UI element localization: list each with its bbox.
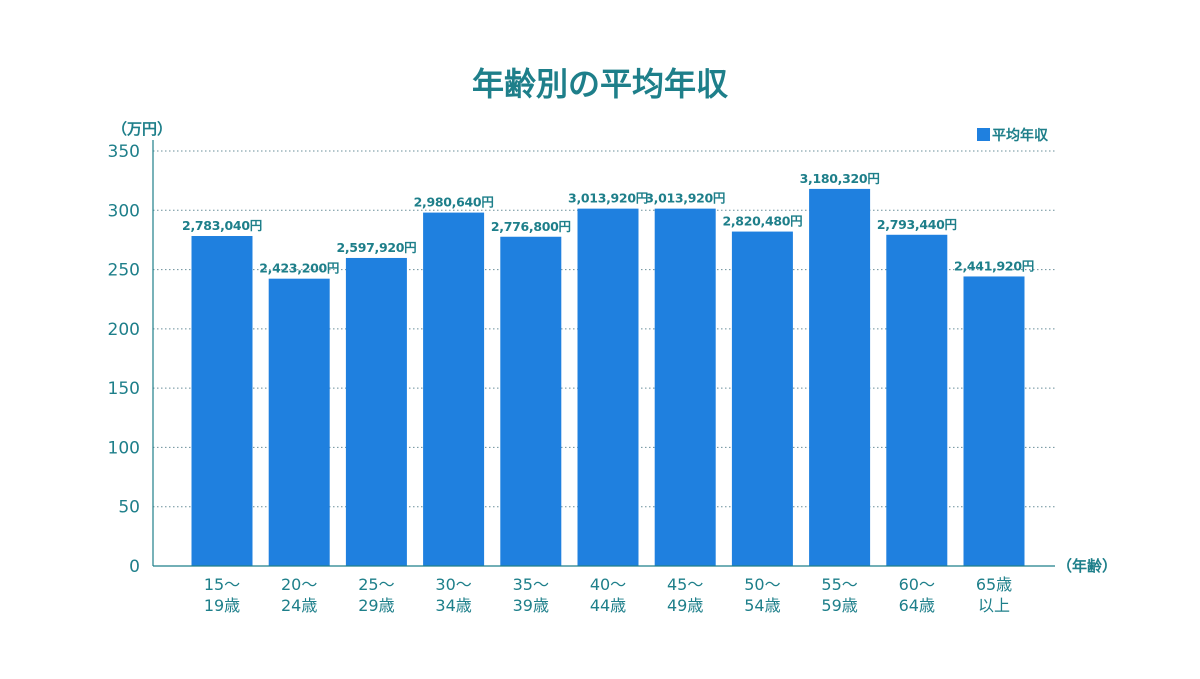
y-tick-label: 100 [108, 438, 140, 458]
y-tick-label: 300 [108, 201, 140, 221]
y-tick-label: 250 [108, 261, 140, 281]
legend: 平均年収 [977, 127, 1049, 144]
bar [654, 208, 716, 566]
x-tick-label: 64歳 [899, 596, 935, 615]
y-tick-label: 350 [108, 142, 140, 162]
x-tick-label: 60〜 [899, 575, 935, 594]
x-tick-label: 45〜 [667, 575, 703, 594]
x-tick-label: 20〜 [281, 575, 317, 594]
data-label: 2,597,920円 [336, 240, 416, 255]
x-tick-label: 49歳 [667, 596, 703, 615]
x-tick-label: 30〜 [435, 575, 471, 594]
data-label: 2,776,800円 [491, 219, 571, 234]
x-axis-ticks: 15〜 19歳 20〜 24歳 25〜 29歳 30〜 34歳 35〜 39歳 40〜 44歳 45〜 4… [204, 575, 1012, 615]
y-tick-label: 0 [129, 557, 140, 577]
x-axis-unit-label: （年齢） [1057, 557, 1117, 575]
x-tick-label: 44歳 [590, 596, 626, 615]
x-tick-label: 59歳 [821, 596, 857, 615]
data-label: 3,013,920円 [568, 191, 648, 206]
x-tick-label: 24歳 [281, 596, 317, 615]
data-label: 3,013,920円 [645, 191, 725, 206]
bar [191, 236, 253, 566]
data-label: 2,783,040円 [182, 218, 262, 233]
legend-swatch [977, 128, 990, 141]
data-labels: 2,783,040円 2,423,200円 2,597,920円 2,980,640円… [182, 171, 1034, 276]
bar [886, 234, 948, 566]
x-tick-label: 39歳 [513, 596, 549, 615]
data-label: 3,180,320円 [800, 171, 880, 186]
bar [963, 276, 1025, 566]
chart-title: 年齢別の平均年収 [472, 65, 728, 103]
bar [500, 236, 562, 566]
x-tick-label: 34歳 [435, 596, 471, 615]
x-tick-label: 50〜 [744, 575, 780, 594]
x-tick-label: 19歳 [204, 596, 240, 615]
x-tick-label: 25〜 [358, 575, 394, 594]
x-tick-label: 55〜 [821, 575, 857, 594]
y-axis-unit-label: （万円） [112, 120, 172, 138]
bar [345, 257, 407, 566]
x-tick-label: 29歳 [358, 596, 394, 615]
data-label: 2,441,920円 [954, 258, 1034, 273]
x-tick-label: 54歳 [744, 596, 780, 615]
data-label: 2,793,440円 [877, 217, 957, 232]
y-tick-label: 50 [118, 498, 140, 518]
x-tick-label: 40〜 [590, 575, 626, 594]
bar [423, 212, 485, 567]
data-label: 2,423,200円 [259, 261, 339, 276]
data-label: 2,980,640円 [414, 195, 494, 210]
bar [268, 278, 330, 566]
bar [731, 231, 793, 566]
bar [809, 188, 871, 566]
bar [577, 208, 639, 566]
x-tick-label: 以上 [978, 596, 1010, 615]
x-tick-label: 15〜 [204, 575, 240, 594]
x-tick-label: 65歳 [976, 575, 1012, 594]
y-axis-ticks: 0 50 100 150 200 250 300 350 [108, 142, 140, 577]
bars [191, 188, 1025, 567]
data-label: 2,820,480円 [722, 214, 802, 229]
x-tick-label: 35〜 [513, 575, 549, 594]
legend-label: 平均年収 [992, 127, 1049, 144]
y-tick-label: 200 [108, 320, 140, 340]
y-tick-label: 150 [108, 379, 140, 399]
